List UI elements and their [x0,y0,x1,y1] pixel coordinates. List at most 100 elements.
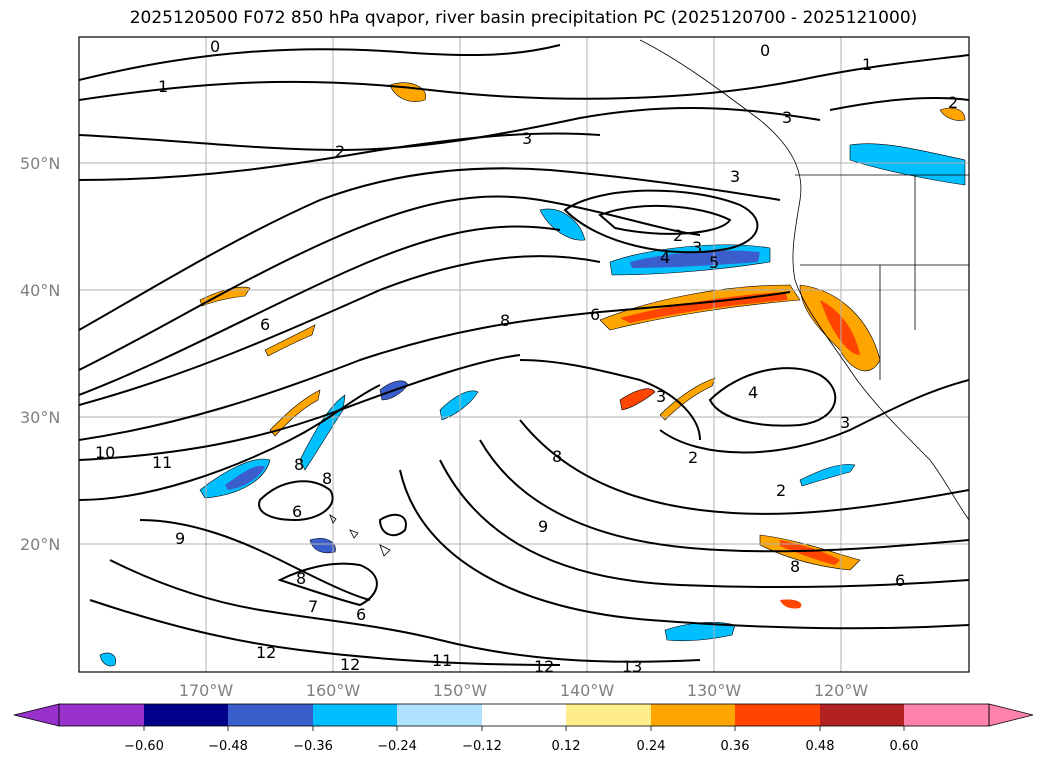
hawaii-islands [329,513,391,557]
contour-label: 6 [292,502,302,521]
colorbar-tick-label: 0.48 [806,739,835,754]
contour-label: 12 [340,655,360,674]
contour-label: 10 [95,443,115,462]
graticule [79,37,969,672]
contour-label: 0 [210,37,220,56]
colorbar-tick-label: −0.24 [377,739,417,754]
precip-negative-patch [99,652,116,667]
lat-label-30n: 30°N [20,408,60,427]
contour-label: 3 [730,167,740,186]
precip-negative-patch [799,464,856,487]
precip-negative-patch [849,143,966,186]
colorbar-tick-label: −0.12 [462,739,502,754]
precip-positive-patch [780,599,802,609]
precip-shading [99,82,966,667]
longitude-labels: 170°W 160°W 150°W 140°W 130°W 120°W [179,681,869,700]
latitude-labels: 50°N 40°N 30°N 20°N [20,154,60,554]
lat-label-50n: 50°N [20,154,60,173]
colorbar-tick-label: 0.36 [721,739,750,754]
colorbar-swatch [651,704,735,726]
contour-label: 3 [692,238,702,257]
contour-label: 2 [673,226,683,245]
colorbar-tick-label: −0.48 [208,739,248,754]
lon-label-160w: 160°W [306,681,361,700]
colorbar-swatch [228,704,313,726]
lon-label-120w: 120°W [814,681,869,700]
contour-label: 12 [534,657,554,676]
colorbar-swatch [566,704,651,726]
colorbar-swatch [144,704,228,726]
contour-label: 1 [862,55,872,74]
colorbar-tick-label: 0.24 [637,739,666,754]
map-frame [78,36,970,673]
contour-label: 6 [260,315,270,334]
precip-positive-patch [619,388,656,411]
contour-label: 2 [776,481,786,500]
contour-label: 2 [948,93,958,112]
contour-label: 2 [688,448,698,467]
lat-label-20n: 20°N [20,535,60,554]
map-title: 2025120500 F072 850 hPa qvapor, river ba… [129,8,918,28]
contour-labels: 0 1 2 3 3 2 3 4 5 8 6 4 3 3 2 2 10 11 8 … [95,37,958,676]
contour-label: 8 [322,469,332,488]
precip-negative-patch [439,390,479,421]
contour-label: 9 [175,529,185,548]
colorbar-tick-label: 0.60 [890,739,919,754]
coastlines [329,39,969,557]
map-panel: 0 1 2 3 3 2 3 4 5 8 6 4 3 3 2 2 10 11 8 … [79,37,969,676]
colorbar-tick-label: 0.12 [552,739,581,754]
colorbar-frame [58,703,990,727]
contour-label: 8 [296,569,306,588]
contour-label: 2 [335,142,345,161]
precip-positive-patch [269,389,321,437]
precip-negative-patch [630,250,760,268]
state-borders [800,175,969,380]
colorbar-tick-label: −0.60 [124,739,164,754]
lat-label-40n: 40°N [20,281,60,300]
precip-negative-patch [225,465,265,490]
lon-label-140w: 140°W [560,681,615,700]
contour-label: 5 [709,253,719,272]
colorbar-swatch [482,704,566,726]
colorbar-tick-label: −0.36 [293,739,333,754]
contour-label: 1 [158,77,168,96]
contour-label: 13 [622,657,642,676]
contour-label: 11 [432,651,452,670]
precip-positive-patch [780,540,840,565]
precip-positive-patch [939,107,966,121]
colorbar: −0.60 −0.48 −0.36 −0.24 −0.12 0.12 0.24 … [13,703,1034,754]
lon-label-170w: 170°W [179,681,234,700]
colorbar-swatch [904,704,989,726]
precip-negative-patch [664,621,736,642]
qvapor-contours [79,44,969,666]
contour-label: 8 [500,311,510,330]
contour-label: 4 [660,248,670,267]
contour-label: 7 [308,597,318,616]
contour-label: 0 [760,41,770,60]
colorbar-swatch [735,704,820,726]
colorbar-swatch [397,704,482,726]
contour-label: 6 [895,571,905,590]
precip-positive-patch [659,377,716,421]
contour-label: 8 [790,557,800,576]
contour-label: 6 [356,605,366,624]
lon-label-150w: 150°W [433,681,488,700]
colorbar-swatch [313,704,397,726]
precip-positive-patch [620,292,788,323]
precip-positive-patch [820,300,860,355]
contour-label: 3 [656,387,666,406]
contour-label: 3 [522,129,532,148]
contour-label: 8 [294,455,304,474]
contour-label: 6 [590,305,600,324]
contour-label: 12 [256,643,276,662]
colorbar-swatch [820,704,904,726]
contour-label: 11 [152,453,172,472]
colorbar-extend-max [988,703,1034,727]
contour-label: 8 [552,447,562,466]
precip-positive-patch [264,324,316,357]
precip-negative-patch [309,538,336,554]
contour-label: 9 [538,517,548,536]
colorbar-extend-min [13,703,60,727]
colorbar-swatch [59,704,144,726]
